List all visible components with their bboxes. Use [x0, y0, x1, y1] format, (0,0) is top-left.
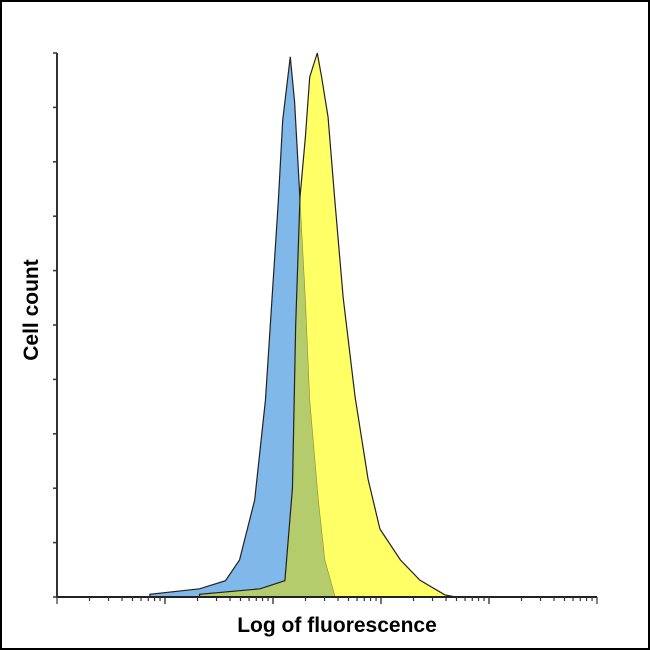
x-axis-label: Log of fluorescence [237, 614, 437, 637]
series-2-area [199, 53, 456, 597]
series-2-outline [198, 52, 456, 598]
y-axis-label: Cell count [20, 259, 43, 361]
